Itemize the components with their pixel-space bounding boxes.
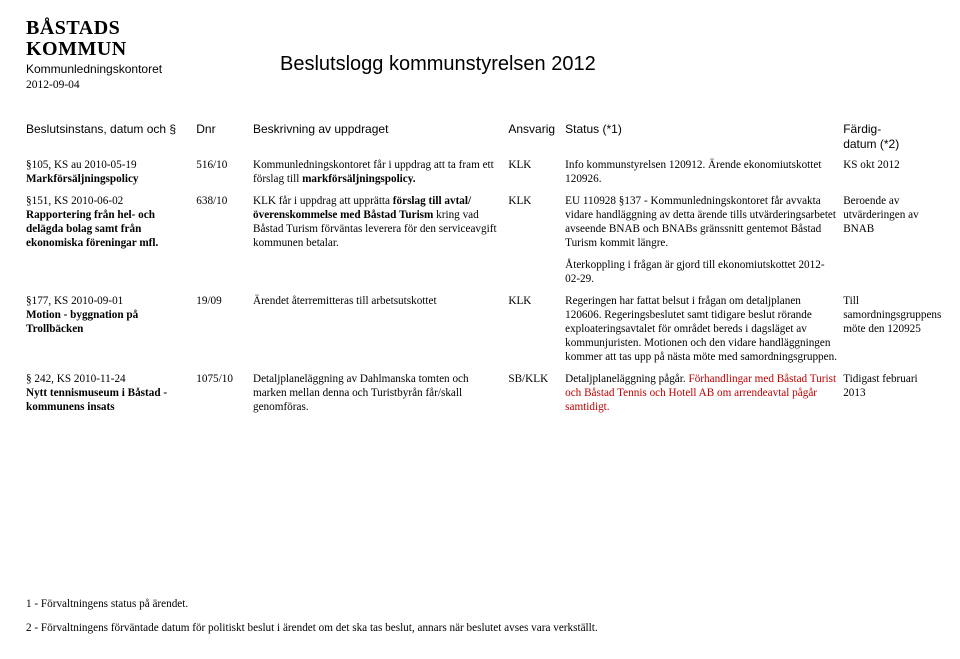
col-instans: Beslutsinstans, datum och §: [26, 120, 196, 156]
cell-ansv: SB/KLK: [508, 370, 565, 420]
page-title: Beslutslogg kommunstyrelsen 2012: [280, 52, 596, 77]
col-ansv: Ansvarig: [508, 120, 565, 156]
cell-fardig: KS okt 2012: [843, 156, 934, 192]
cell-status: Info kommunstyrelsen 120912. Ärende ekon…: [565, 156, 843, 192]
cell-beskr: Detaljplaneläggning av Dahlmanska tomten…: [253, 370, 508, 420]
cell-dnr: 638/10: [196, 192, 253, 256]
table-header-row: Beslutsinstans, datum och § Dnr Beskrivn…: [26, 120, 934, 156]
col-beskr: Beskrivning av uppdraget: [253, 120, 508, 156]
col-dnr: Dnr: [196, 120, 253, 156]
table-row-continuation: Återkoppling i frågan är gjord till ekon…: [26, 256, 934, 292]
cell-fardig: Till samordningsgruppens möte den 120925: [843, 292, 934, 370]
footnotes: 1 - Förvaltningens status på ärendet. 2 …: [26, 597, 598, 645]
table-row: §177, KS 2010-09-01 Motion - byggnation …: [26, 292, 934, 370]
cell-ansv: KLK: [508, 192, 565, 256]
cell-beskr: Kommunledningskontoret får i uppdrag att…: [253, 156, 508, 192]
cell-ansv: KLK: [508, 156, 565, 192]
cell-instans: §151, KS 2010-06-02 Rapportering från he…: [26, 192, 196, 256]
cell-beskr: Ärendet återremitteras till arbetsutskot…: [253, 292, 508, 370]
cell-dnr: 516/10: [196, 156, 253, 192]
cell-dnr: 1075/10: [196, 370, 253, 420]
cell-instans: § 242, KS 2010-11-24 Nytt tennismuseum i…: [26, 370, 196, 420]
col-status: Status (*1): [565, 120, 843, 156]
table-row: §105, KS au 2010-05-19 Markförsäljningsp…: [26, 156, 934, 192]
footnote-1: 1 - Förvaltningens status på ärendet.: [26, 597, 598, 611]
cell-status-continuation: Återkoppling i frågan är gjord till ekon…: [565, 256, 843, 292]
col-fardig: Färdig- datum (*2): [843, 120, 934, 156]
cell-status: EU 110928 §137 - Kommunledningskontoret …: [565, 192, 843, 256]
org-name-line1: BÅSTADS: [26, 18, 934, 39]
cell-fardig: Beroende av utvärderingen av BNAB: [843, 192, 934, 256]
cell-instans: §105, KS au 2010-05-19 Markförsäljningsp…: [26, 156, 196, 192]
table-row: § 242, KS 2010-11-24 Nytt tennismuseum i…: [26, 370, 934, 420]
cell-dnr: 19/09: [196, 292, 253, 370]
table-row: §151, KS 2010-06-02 Rapportering från he…: [26, 192, 934, 256]
decision-log-table: Beslutsinstans, datum och § Dnr Beskrivn…: [26, 120, 934, 420]
footnote-2: 2 - Förvaltningens förväntade datum för …: [26, 621, 598, 635]
cell-status: Detaljplaneläggning pågår. Förhandlingar…: [565, 370, 843, 420]
cell-beskr: KLK får i uppdrag att upprätta förslag t…: [253, 192, 508, 256]
cell-status: Regeringen har fattat belsut i frågan om…: [565, 292, 843, 370]
header-date: 2012-09-04: [26, 78, 934, 92]
cell-instans: §177, KS 2010-09-01 Motion - byggnation …: [26, 292, 196, 370]
cell-fardig: Tidigast februari 2013: [843, 370, 934, 420]
cell-ansv: KLK: [508, 292, 565, 370]
